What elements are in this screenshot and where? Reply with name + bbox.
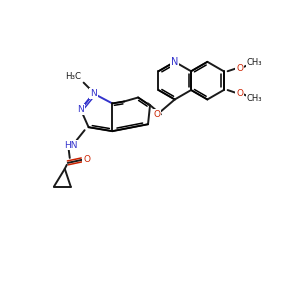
Text: N: N xyxy=(77,105,84,114)
Text: HN: HN xyxy=(64,140,77,149)
Text: O: O xyxy=(236,88,243,98)
Text: O: O xyxy=(83,155,90,164)
Text: N: N xyxy=(171,57,178,67)
Text: O: O xyxy=(236,64,243,73)
Text: O: O xyxy=(153,110,161,119)
Text: H₃C: H₃C xyxy=(65,72,81,81)
Text: N: N xyxy=(90,89,97,98)
Text: CH₃: CH₃ xyxy=(247,94,262,103)
Text: CH₃: CH₃ xyxy=(247,58,262,67)
